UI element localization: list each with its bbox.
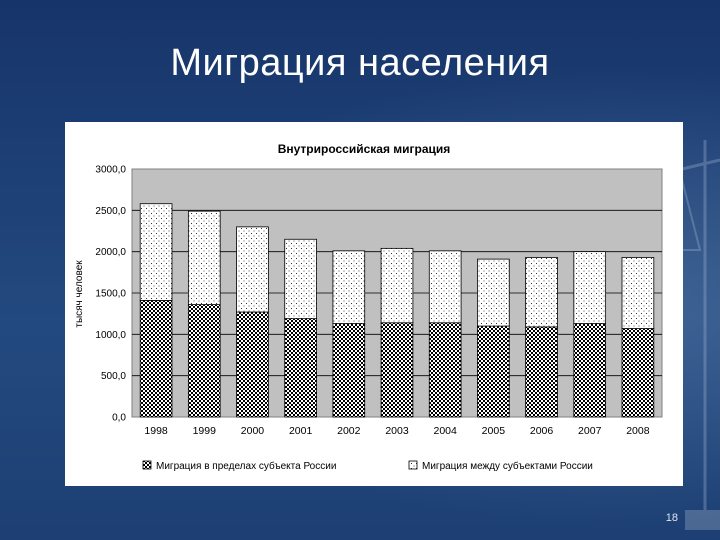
bar-segment-series-1 xyxy=(284,318,317,418)
x-tick-label: 2003 xyxy=(385,425,409,437)
legend-label-series-2: Миграция между субъектами России xyxy=(422,460,593,472)
bar-segment-series-2 xyxy=(284,238,317,320)
bar-segment-series-2 xyxy=(236,226,269,313)
legend: Миграция в пределах субъекта России Мигр… xyxy=(142,460,593,472)
bar-segment-series-1 xyxy=(236,311,269,418)
x-tick-label: 2006 xyxy=(530,425,554,437)
chart-title: Внутрироссийская миграция xyxy=(278,142,451,156)
slide-title: Миграция населения xyxy=(170,42,550,84)
x-tick-label: 1998 xyxy=(144,425,168,437)
bar-segment-series-2 xyxy=(428,250,462,324)
bar-segment-series-2 xyxy=(621,257,655,329)
y-tick-label: 3000,0 xyxy=(95,165,126,176)
y-tick-label: 500,0 xyxy=(101,371,126,382)
y-tick-labels: 0,0 500,0 1000,0 1500,0 2000,0 2500,0 3000,0 xyxy=(95,165,126,424)
x-tick-label: 2008 xyxy=(626,425,650,437)
bar-segment-series-1 xyxy=(525,326,558,418)
bar-segment-series-1 xyxy=(332,323,366,418)
bar-segment-series-1 xyxy=(428,322,462,418)
legend-swatch-series-2 xyxy=(408,460,418,470)
bar-segment-series-1 xyxy=(477,325,510,418)
chart-panel: Внутрироссийская миграция тысяч человек … xyxy=(65,122,683,486)
bar-segment-series-2 xyxy=(573,251,607,324)
bar-segment-series-2 xyxy=(187,210,221,305)
x-tick-label: 2004 xyxy=(434,425,458,437)
y-tick-label: 0,0 xyxy=(112,413,126,424)
x-tick-label: 2000 xyxy=(241,425,265,437)
x-tick-label: 2007 xyxy=(578,425,602,437)
y-tick-label: 1500,0 xyxy=(95,289,126,300)
y-tick-label: 2500,0 xyxy=(95,206,126,217)
x-tick-label: 2001 xyxy=(289,425,313,437)
bar-segment-series-2 xyxy=(332,250,366,324)
x-tick-label: 2005 xyxy=(482,425,506,437)
y-tick-label: 2000,0 xyxy=(95,247,126,258)
y-axis-label: тысяч человек xyxy=(74,260,85,328)
bars xyxy=(139,203,655,418)
bar-segment-series-1 xyxy=(187,304,221,418)
legend-label-series-1: Миграция в пределах субъекта России xyxy=(156,460,336,472)
bar-segment-series-2 xyxy=(477,258,510,327)
x-tick-label: 1999 xyxy=(193,425,217,437)
bar-segment-series-2 xyxy=(525,257,558,328)
bar-segment-series-2 xyxy=(380,247,414,324)
bar-segment-series-1 xyxy=(139,300,173,418)
bar-segment-series-1 xyxy=(573,323,607,418)
y-tick-label: 1000,0 xyxy=(95,330,126,341)
bar-chart: Внутрироссийская миграция тысяч человек … xyxy=(74,142,663,472)
bar-segment-series-2 xyxy=(139,203,173,301)
page-number: 18 xyxy=(665,512,678,524)
x-tick-labels: 1998 1999 2000 2001 2002 2003 2004 2005 2006 2007… xyxy=(144,425,649,437)
bar-segment-series-1 xyxy=(380,322,414,418)
legend-swatch-series-1 xyxy=(142,460,152,470)
x-tick-label: 2002 xyxy=(337,425,361,437)
bar-segment-series-1 xyxy=(621,328,655,418)
